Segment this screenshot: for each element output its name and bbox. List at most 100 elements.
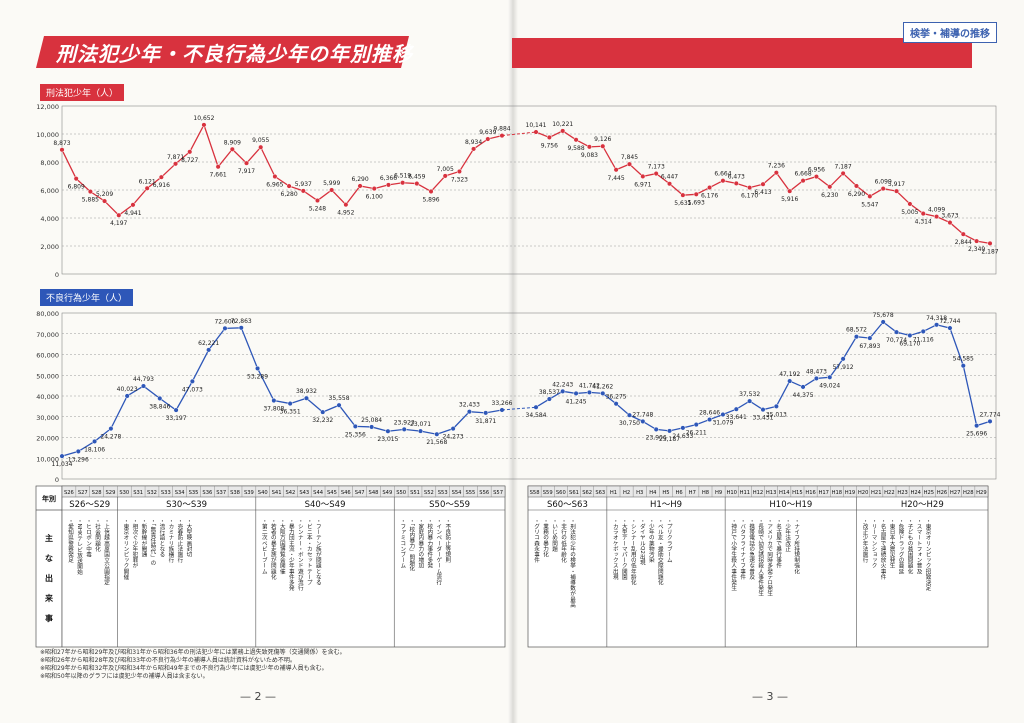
- data-label: 5,916: [781, 196, 798, 203]
- year-cell: S27: [78, 490, 88, 496]
- section-tag: 検挙・補導の推移: [903, 22, 997, 43]
- data-point: [157, 395, 163, 401]
- year-cell: S43: [299, 490, 309, 496]
- event-item: ・非行の低年齢化: [560, 518, 567, 564]
- data-point: [222, 325, 228, 331]
- data-label: 24,633: [672, 433, 693, 440]
- y-tick-label: 0: [55, 476, 59, 484]
- timeline-events-label-char: 事: [45, 613, 53, 623]
- year-cell: H23: [897, 490, 908, 496]
- data-label: 32,232: [312, 417, 333, 424]
- data-point: [707, 184, 713, 191]
- y-tick-label: 40,000: [36, 393, 59, 401]
- data-point: [653, 171, 659, 177]
- event-item: ・子どもの貧困問題化: [907, 518, 914, 575]
- data-label: 53,289: [247, 373, 268, 380]
- year-cell: S57: [493, 490, 503, 496]
- data-point: [626, 412, 633, 418]
- event-item: ・流行語となる: [158, 518, 165, 558]
- data-label: 5,999: [323, 180, 340, 187]
- data-point: [258, 144, 264, 150]
- year-cell: H18: [832, 490, 843, 496]
- data-label: 4,099: [928, 207, 945, 214]
- data-label: 9,126: [594, 136, 611, 143]
- data-label: 47,073: [182, 386, 203, 393]
- event-item: ・若者の暴走族が問題化: [270, 518, 277, 581]
- data-label: 47,192: [779, 371, 800, 378]
- year-cell: S28: [92, 490, 102, 496]
- data-label: 40,023: [117, 386, 138, 393]
- crime-chart-title: 刑法犯少年（人）: [40, 84, 125, 101]
- y-tick-label: 12,000: [36, 103, 59, 111]
- data-label: 27,748: [632, 411, 653, 418]
- data-label: 7,917: [238, 168, 255, 175]
- data-point: [329, 187, 335, 193]
- event-item: ・家庭内暴力の増加: [417, 518, 424, 570]
- data-point: [229, 146, 235, 152]
- data-label: 28,646: [699, 410, 720, 417]
- event-item: ・ビニ本・カセットテープ: [306, 518, 313, 586]
- y-tick-label: 80,000: [36, 310, 59, 318]
- data-label: 6,100: [366, 194, 383, 201]
- data-label: 23,071: [410, 421, 431, 428]
- event-item: ・ファミコンブーム: [399, 518, 406, 569]
- event-item: ・名古屋で暴行事件: [775, 518, 782, 570]
- y-tick-label: 2,000: [40, 243, 59, 251]
- data-label: 44,375: [793, 392, 814, 399]
- data-label: 33,431: [753, 415, 774, 422]
- data-label: 54,585: [953, 356, 974, 363]
- data-point: [987, 240, 993, 246]
- data-point: [108, 426, 114, 432]
- year-cell: S29: [106, 490, 116, 496]
- data-label: 8,909: [224, 139, 241, 146]
- event-item: ・リーマンショック: [871, 518, 878, 569]
- data-label: 71,116: [913, 336, 934, 343]
- title-banner-right: [512, 38, 972, 68]
- data-point: [893, 329, 900, 335]
- data-point: [666, 181, 673, 187]
- event-item: ・携帯電話の急速な普及: [748, 518, 755, 581]
- data-label: 48,473: [806, 368, 827, 375]
- period-label: S26～S29: [69, 500, 110, 510]
- data-label: 6,230: [821, 192, 838, 199]
- event-item: ・シンナー・ボンド遊び流行: [297, 518, 304, 592]
- data-point: [201, 122, 207, 128]
- data-point: [343, 202, 349, 208]
- year-cell: H20: [858, 490, 869, 496]
- data-label: 25,084: [361, 417, 382, 424]
- period-label: S50～S59: [429, 500, 470, 510]
- data-point: [707, 417, 713, 423]
- period-label: S60～S63: [547, 500, 588, 510]
- year-cell: S42: [285, 490, 295, 496]
- event-item: ・東日本大震災発生: [889, 518, 896, 569]
- year-cell: S44: [313, 490, 324, 496]
- data-label: 6,809: [68, 184, 85, 191]
- event-item: ・業務の暴力化: [542, 518, 549, 559]
- data-label: 75,678: [873, 312, 894, 319]
- data-label: 42,243: [552, 381, 573, 388]
- data-label: 6,956: [808, 167, 825, 174]
- data-label: 41,742: [579, 382, 600, 389]
- data-point: [787, 188, 793, 194]
- year-cell: H25: [924, 490, 935, 496]
- timeline-events-label-char: 来: [44, 593, 54, 603]
- year-cell: H22: [884, 490, 895, 496]
- data-point: [369, 424, 375, 430]
- data-label: 72,744: [939, 318, 960, 325]
- y-tick-label: 10,000: [36, 131, 59, 139]
- data-point: [934, 214, 940, 220]
- event-item: ・東京オリンピック開催: [122, 518, 129, 581]
- data-point: [827, 374, 833, 380]
- data-point: [693, 191, 699, 197]
- data-point: [613, 167, 619, 173]
- year-cell: S38: [230, 490, 240, 496]
- year-cell: S58: [530, 490, 540, 496]
- event-item: ・少年の薬物汚染: [648, 518, 655, 564]
- data-label: 6,664: [714, 171, 731, 178]
- data-label: 8,934: [465, 139, 482, 146]
- year-cell: S30: [119, 490, 129, 496]
- data-label: 5,885: [82, 197, 99, 204]
- data-point: [414, 181, 420, 187]
- data-label: 7,871: [167, 154, 184, 161]
- event-item: ・グリコ森永事件: [533, 518, 540, 564]
